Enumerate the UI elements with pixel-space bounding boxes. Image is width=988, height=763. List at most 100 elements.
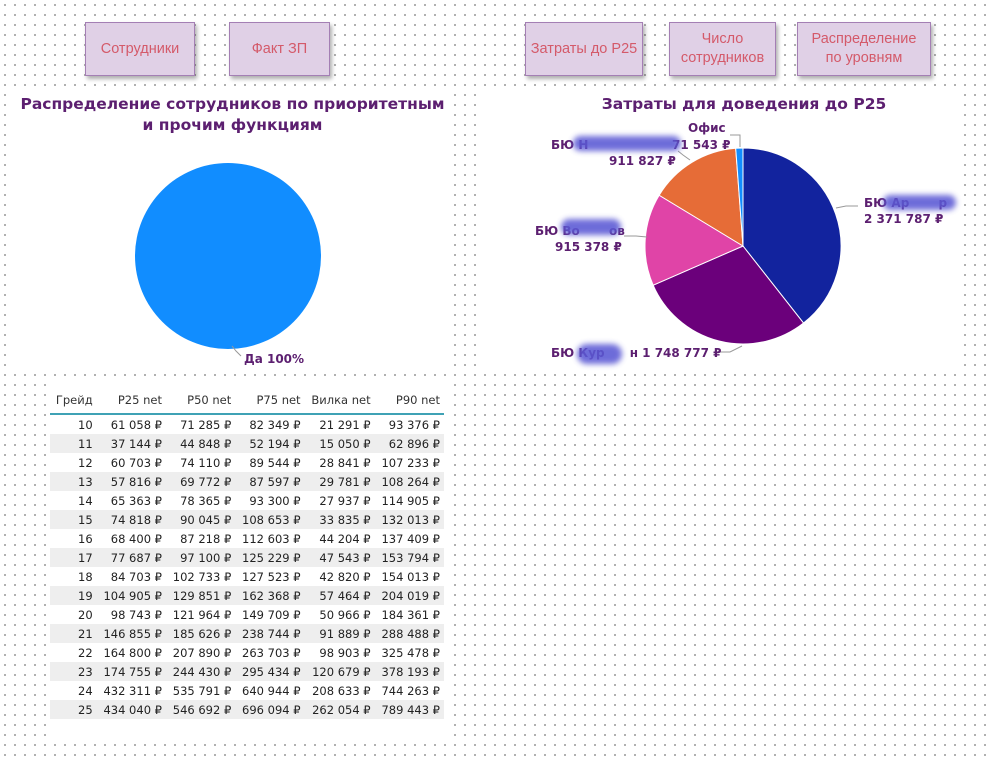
table-cell: 121 964 ₽ [172, 607, 232, 622]
table-cell: 112 603 ₽ [242, 531, 301, 546]
left-pie-leader-line [231, 345, 242, 357]
table-cell: 93 300 ₽ [249, 493, 301, 508]
value-voronezh: 915 378 ₽ [555, 240, 622, 254]
employees-button[interactable]: Сотрудники [85, 22, 195, 76]
table-cell: 295 434 ₽ [235, 662, 305, 681]
table-cell: 378 193 ₽ [374, 662, 444, 681]
table-cell: 33 835 ₽ [304, 510, 375, 529]
pie-slice-voronezh[interactable] [644, 194, 745, 286]
table-cell: 432 311 ₽ [103, 683, 162, 698]
table-cell: 29 781 ₽ [304, 472, 375, 491]
leader-line-voronezh [624, 235, 648, 238]
table-cell: 546 692 ₽ [165, 700, 236, 719]
table-cell: 61 058 ₽ [110, 417, 162, 432]
col-p75[interactable]: P75 net [235, 389, 305, 415]
table-row: 16 68 400 ₽ 87 218 ₽ 112 603 ₽ 44 204 ₽ 137 4… [50, 529, 444, 548]
table-row: 23 174 755 ₽244 430 ₽295 434 ₽120 679 ₽37… [50, 662, 444, 681]
table-cell: 238 744 ₽ [235, 624, 305, 643]
table-cell: 20 [78, 607, 93, 622]
table-cell: 90 045 ₽ [165, 510, 236, 529]
fact-salary-button[interactable]: Факт ЗП [229, 22, 330, 76]
leader-line-office [730, 134, 741, 147]
table-cell: 69 772 ₽ [165, 472, 236, 491]
table-cell: 98 903 ₽ [319, 645, 371, 660]
redaction-kurgan [577, 344, 622, 364]
table-cell: 174 755 ₽ [96, 662, 166, 681]
left-pie-label-yes: Да 100% [244, 352, 304, 366]
col-grade[interactable]: Грейд [50, 389, 97, 415]
table-cell: 23 [50, 662, 97, 681]
value-arzamas: 2 371 787 ₽ [864, 212, 943, 226]
col-range[interactable]: Вилка net [304, 389, 375, 415]
table-cell: 68 400 ₽ [110, 531, 162, 546]
table-row: 10 61 058 ₽ 71 285 ₽ 82 349 ₽ 21 291 ₽ 93 376… [50, 414, 444, 434]
table-cell: 164 800 ₽ [103, 645, 162, 660]
table-row: 18 84 703 ₽ 102 733 ₽ 127 523 ₽ 42 820 ₽ 154 … [50, 567, 444, 586]
pie-slice-nn[interactable] [658, 147, 744, 247]
table-cell: 129 851 ₽ [165, 586, 236, 605]
table-cell: 15 [50, 510, 97, 529]
pie-slice-arzamas[interactable] [742, 147, 842, 324]
table-cell: 50 966 ₽ [319, 607, 371, 622]
table-cell: 185 626 ₽ [165, 624, 236, 643]
level-distribution-button[interactable]: Распределение по уровням [797, 22, 931, 76]
table-cell: 434 040 ₽ [96, 700, 166, 719]
table-cell: 114 905 ₽ [381, 493, 440, 508]
redaction-nn [573, 136, 681, 151]
table-cell: 28 841 ₽ [319, 455, 371, 470]
table-cell: 208 633 ₽ [312, 683, 371, 698]
col-p50[interactable]: P50 net [165, 389, 236, 415]
table-cell: 184 361 ₽ [381, 607, 440, 622]
table-cell: 146 855 ₽ [96, 624, 166, 643]
table-cell: 21 291 ₽ [319, 417, 371, 432]
left-chart-title: Распределение сотрудников по приоритетны… [20, 95, 445, 134]
table-cell: 104 905 ₽ [96, 586, 166, 605]
table-row: 20 98 743 ₽ 121 964 ₽ 149 709 ₽ 50 966 ₽ 184 … [50, 605, 444, 624]
table-row: 17 77 687 ₽97 100 ₽125 229 ₽47 543 ₽153 7… [50, 548, 444, 567]
table-cell: 132 013 ₽ [374, 510, 444, 529]
table-row: 14 65 363 ₽ 78 365 ₽ 93 300 ₽ 27 937 ₽ 114 90… [50, 491, 444, 510]
redaction-voronezh [561, 219, 621, 235]
table-cell: 57 464 ₽ [304, 586, 375, 605]
table-cell: 44 204 ₽ [319, 531, 371, 546]
table-cell: 262 054 ₽ [304, 700, 375, 719]
table-cell: 52 194 ₽ [235, 434, 305, 453]
table-cell: 60 703 ₽ [110, 455, 162, 470]
table-cell: 696 094 ₽ [235, 700, 305, 719]
pie-slice-yes[interactable] [135, 163, 321, 349]
table-cell: 14 [78, 493, 93, 508]
table-cell: 11 [50, 434, 97, 453]
cost-p25-button[interactable]: Затраты до P25 [525, 22, 643, 76]
table-row: 22 164 800 ₽ 207 890 ₽ 263 703 ₽ 98 903 ₽ 325… [50, 643, 444, 662]
table-cell: 108 653 ₽ [235, 510, 305, 529]
table-row: 15 74 818 ₽90 045 ₽108 653 ₽33 835 ₽132 0… [50, 510, 444, 529]
table-cell: 22 [78, 645, 93, 660]
table-cell: 102 733 ₽ [172, 569, 232, 584]
table-cell: 19 [50, 586, 97, 605]
table-cell: 21 [50, 624, 97, 643]
pie-slice-kurgan[interactable] [652, 245, 805, 345]
table-header-row: Грейд P25 net P50 net P75 net Вилка net … [50, 389, 444, 415]
table-cell: 10 [78, 417, 93, 432]
label-office: Офис [688, 121, 726, 135]
headcount-button[interactable]: Число сотрудников [669, 22, 776, 76]
table-cell: 84 703 ₽ [110, 569, 162, 584]
table-row: 13 57 816 ₽69 772 ₽87 597 ₽29 781 ₽108 26… [50, 472, 444, 491]
table-cell: 263 703 ₽ [242, 645, 301, 660]
table-cell: 44 848 ₽ [165, 434, 236, 453]
table-cell: 125 229 ₽ [235, 548, 305, 567]
pie-slice-office[interactable] [735, 147, 744, 247]
table-cell: 65 363 ₽ [110, 493, 162, 508]
table-cell: 27 937 ₽ [319, 493, 371, 508]
col-p90[interactable]: P90 net [374, 389, 444, 415]
table-cell: 17 [50, 548, 97, 567]
table-cell: 18 [78, 569, 93, 584]
table-row: 21 146 855 ₽185 626 ₽238 744 ₽91 889 ₽288… [50, 624, 444, 643]
table-cell: 42 820 ₽ [319, 569, 371, 584]
table-cell: 25 [50, 700, 97, 719]
col-p25[interactable]: P25 net [96, 389, 166, 415]
table-cell: 71 285 ₽ [180, 417, 232, 432]
table-cell: 149 709 ₽ [242, 607, 301, 622]
table-cell: 37 144 ₽ [96, 434, 166, 453]
